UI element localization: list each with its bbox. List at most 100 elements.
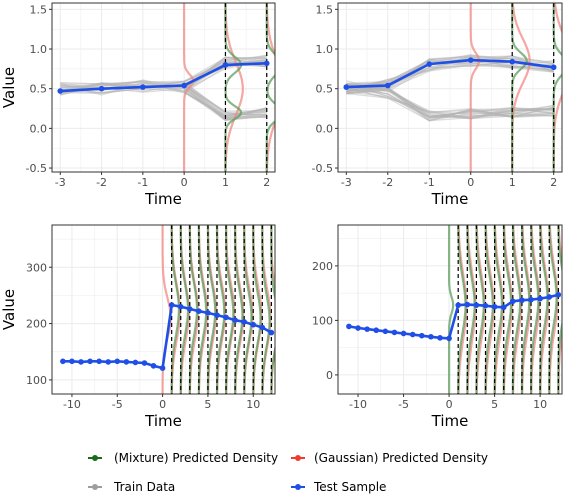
train-trajectory <box>346 56 554 85</box>
mixture-density-curve <box>466 225 476 394</box>
train-trajectory <box>346 54 554 92</box>
train-trajectory <box>60 61 267 91</box>
test-sample-point <box>467 57 474 63</box>
gaussian-density-curve <box>265 3 275 172</box>
x-tick-label: 2 <box>550 176 557 189</box>
gaussian-density-curve <box>183 3 195 172</box>
x-tick-label: -3 <box>341 176 352 189</box>
train-trajectory <box>183 81 267 119</box>
test-sample-point <box>473 302 480 308</box>
train-trajectory <box>346 87 554 120</box>
train-trajectory <box>346 88 554 119</box>
x-tick-label: 10 <box>533 398 547 411</box>
test-sample-point <box>491 303 498 310</box>
test-sample-point <box>519 297 525 304</box>
legend-label-mixture: (Mixture) Predicted Density <box>114 451 278 465</box>
test-sample-point <box>455 302 461 308</box>
test-sample-point <box>355 325 361 331</box>
train-trajectory <box>346 83 554 119</box>
train-trajectory <box>60 54 267 94</box>
plot-area <box>343 3 562 172</box>
test-sample-line <box>346 58 554 89</box>
train-trajectory <box>346 59 554 85</box>
train-trajectory <box>346 87 554 120</box>
test-sample-point <box>482 302 489 309</box>
train-trajectory <box>183 87 267 121</box>
legend-label-gaussian: (Gaussian) Predicted Density <box>314 451 488 465</box>
y-tick-label: 0.0 <box>30 122 48 135</box>
test-sample-point <box>159 365 166 371</box>
test-sample-point <box>428 333 434 340</box>
mixture-density-curve <box>170 225 180 394</box>
mixture-density-curve <box>448 225 455 394</box>
train-trajectory <box>183 86 267 113</box>
train-trajectory <box>346 92 554 122</box>
panel-border <box>51 224 276 395</box>
y-tick-label: 300 <box>26 261 47 274</box>
legend-item-train: Train Data <box>88 480 175 494</box>
panel-bottom-right: 0 100 200 -10 -5 0 5 10 Time <box>312 224 563 430</box>
x-tick-label: 5 <box>491 398 498 411</box>
train-trajectory <box>346 91 554 118</box>
train-trajectory <box>346 55 554 94</box>
train-trajectory <box>346 65 554 91</box>
test-sample-point <box>259 324 266 331</box>
panel-border <box>337 2 563 173</box>
train-trajectory <box>346 86 554 119</box>
train-trajectory <box>183 86 267 121</box>
test-sample-point <box>232 317 238 324</box>
train-trajectory <box>183 83 267 121</box>
plot-area <box>60 225 275 394</box>
x-axis-title: Time <box>144 190 182 208</box>
plot-area <box>346 225 562 394</box>
y-tick-label: -0.5 <box>26 162 47 175</box>
train-trajectory <box>346 55 554 87</box>
test-sample-point <box>409 331 416 338</box>
test-sample-point <box>98 85 105 92</box>
train-trajectory <box>60 60 267 88</box>
test-sample-point <box>464 301 471 308</box>
y-tick-label: 0.0 <box>316 122 334 135</box>
y-tick-label: 200 <box>312 260 333 273</box>
y-tick-label: 0.5 <box>30 83 48 96</box>
y-tick-label: 1.0 <box>30 43 48 56</box>
legend-dot-gaussian <box>295 455 301 461</box>
gaussian-density-curve <box>224 3 244 172</box>
train-trajectory <box>346 84 554 118</box>
test-sample-point <box>500 304 507 311</box>
y-tick-label: 200 <box>26 318 47 331</box>
train-trajectory <box>60 61 267 95</box>
x-tick-label: 1 <box>509 176 516 189</box>
y-axis-title: Value <box>0 289 18 330</box>
train-trajectory <box>346 87 554 122</box>
y-axis-title: Value <box>0 67 18 108</box>
test-sample-point <box>343 84 350 90</box>
x-tick-label: 0 <box>467 176 474 189</box>
x-tick-label: -1 <box>137 176 148 189</box>
y-tick-label: 100 <box>312 314 333 327</box>
train-trajectory <box>346 64 554 90</box>
legend-item-mixture: (Mixture) Predicted Density <box>88 451 278 465</box>
train-trajectory <box>346 84 554 122</box>
test-sample-point <box>150 363 157 369</box>
train-trajectory <box>183 87 267 121</box>
test-sample-point <box>510 298 516 305</box>
legend-label-train: Train Data <box>113 480 175 494</box>
test-sample-point <box>241 319 247 325</box>
x-tick-label: 1 <box>222 176 229 189</box>
test-sample-point <box>268 329 275 336</box>
test-sample-point <box>400 330 407 337</box>
y-tick-label: 1.5 <box>316 3 334 16</box>
panel-top-right: -0.5 0.0 0.5 1.0 1.5 -3 -2 -1 0 1 2 Time <box>312 2 563 208</box>
x-axis-title: Time <box>431 190 469 208</box>
test-sample-point <box>437 335 443 341</box>
mixture-density-curve <box>457 225 467 394</box>
train-trajectory <box>346 87 554 118</box>
panel-border <box>51 2 276 173</box>
x-tick-label: -5 <box>112 398 123 411</box>
test-sample-point <box>537 295 543 302</box>
test-sample-point <box>96 358 102 365</box>
test-sample-point <box>373 327 380 334</box>
y-tick-label: -0.5 <box>312 162 333 175</box>
